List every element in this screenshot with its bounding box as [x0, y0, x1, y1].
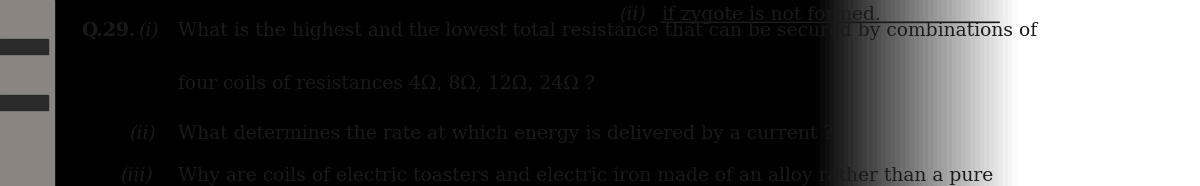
- Text: What is the highest and the lowest total resistance that can be secured by combi: What is the highest and the lowest total…: [178, 22, 1037, 40]
- Text: What determines the rate at which energy is delivered by a current ?: What determines the rate at which energy…: [178, 125, 833, 143]
- Text: (iii): (iii): [120, 167, 152, 185]
- Text: (ii): (ii): [619, 6, 646, 24]
- Bar: [0, 39, 48, 54]
- Bar: [0, 95, 48, 110]
- Bar: [0, 0, 54, 186]
- Text: four coils of resistances 4Ω, 8Ω, 12Ω, 24Ω ?: four coils of resistances 4Ω, 8Ω, 12Ω, 2…: [178, 74, 594, 92]
- Text: Why are coils of electric toasters and electric iron made of an alloy rather tha: Why are coils of electric toasters and e…: [178, 167, 992, 185]
- Text: (ii): (ii): [130, 125, 156, 143]
- Text: Q.29.: Q.29.: [82, 22, 136, 40]
- Text: (i): (i): [138, 22, 158, 40]
- Text: if zygote is not formed.: if zygote is not formed.: [656, 6, 881, 24]
